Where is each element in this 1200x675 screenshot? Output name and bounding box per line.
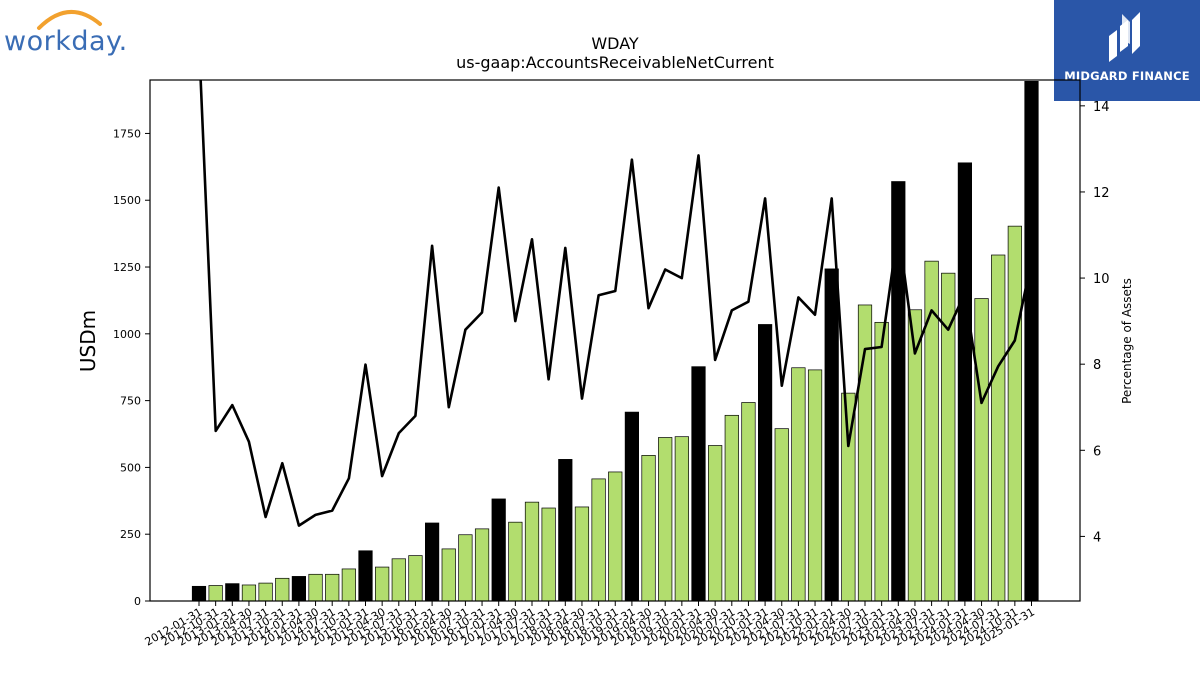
chart-title: WDAY	[591, 34, 639, 53]
bar-2013-10-31	[275, 577, 290, 601]
chart-subtitle: us-gaap:AccountsReceivableNetCurrent	[456, 53, 774, 72]
y2-tick-label: 10	[1093, 272, 1110, 287]
bar-2017-10-31	[541, 507, 556, 601]
y-tick-label: 750	[120, 395, 141, 408]
bar-2023-01-31	[891, 181, 906, 601]
bar-2012-01-31	[191, 585, 207, 601]
workday-logo: workday.	[4, 4, 144, 64]
bar-2015-07-31	[391, 558, 406, 601]
bar-2023-10-31	[941, 272, 956, 601]
bar-2015-01-31	[358, 550, 373, 601]
bar-2015-10-31	[408, 555, 423, 601]
bar-2013-01-31	[225, 583, 240, 601]
bar-2017-04-30	[508, 521, 523, 601]
y-tick-label: 1500	[113, 194, 141, 207]
y-axis-label: USDm	[76, 310, 100, 372]
bar-2017-07-31	[524, 501, 540, 601]
bar-2024-07-31	[991, 254, 1006, 601]
bar-2024-04-30	[974, 298, 989, 601]
bar-2016-07-31	[458, 534, 473, 601]
bar-2016-04-30	[441, 548, 456, 601]
bar-2018-07-31	[591, 478, 606, 601]
bar-2022-10-31	[874, 321, 889, 601]
bar-2015-04-30	[375, 566, 390, 601]
bar-2019-07-31	[658, 437, 673, 601]
midgard-finance-logo: MIDGARD FINANCE	[1054, 0, 1200, 101]
bar-2024-10-31	[1007, 225, 1022, 601]
bar-2018-04-30	[574, 506, 590, 601]
bar-2014-04-30	[308, 573, 323, 601]
y-tick-label: 500	[120, 461, 141, 474]
bar-2024-01-31	[957, 162, 973, 601]
line-layer	[199, 80, 1033, 527]
bar-2014-10-31	[341, 568, 356, 601]
bar-2021-07-31	[791, 367, 806, 601]
y2-axis-label: Percentage of Assets	[1120, 278, 1134, 404]
y-tick-label: 1250	[113, 261, 141, 274]
bar-2021-04-30	[774, 428, 789, 601]
y2-tick-label: 8	[1093, 358, 1101, 373]
bar-2021-01-31	[757, 324, 773, 601]
bar-2022-04-30	[841, 392, 856, 601]
bar-2020-01-31	[691, 366, 706, 601]
y-tick-label: 250	[120, 528, 141, 541]
bar-2023-04-30	[907, 309, 923, 601]
bar-2019-04-30	[641, 455, 656, 601]
bar-2020-10-31	[741, 402, 756, 601]
midgard-brand-text: MIDGARD FINANCE	[1064, 69, 1190, 83]
y-tick-label: 1750	[113, 127, 141, 140]
bar-2018-01-31	[558, 459, 573, 601]
bar-2018-10-31	[608, 471, 623, 601]
bar-2013-07-31	[258, 582, 273, 601]
bar-2016-01-31	[425, 522, 440, 601]
bar-2019-01-31	[624, 411, 640, 601]
midgard-m-icon	[1109, 12, 1140, 62]
workday-arc-icon	[37, 9, 102, 30]
percentage-line	[199, 80, 1033, 527]
bar-2017-01-31	[491, 498, 506, 601]
bar-2022-07-31	[857, 304, 873, 601]
bars-layer	[191, 80, 1039, 601]
y-tick-label: 1000	[113, 328, 141, 341]
bar-2013-04-30	[241, 584, 257, 601]
bar-2019-10-31	[674, 436, 689, 601]
axes-layer: 025050075010001250150017504681012142012-…	[113, 79, 1110, 649]
bar-2022-01-31	[824, 268, 839, 601]
bar-2020-04-30	[708, 445, 723, 601]
y-tick-label: 0	[134, 595, 141, 608]
bar-2012-10-31	[208, 585, 223, 601]
y2-tick-label: 12	[1093, 186, 1110, 201]
y2-tick-label: 6	[1093, 444, 1101, 459]
bar-2014-01-31	[291, 576, 306, 601]
workday-wordmark: workday.	[4, 26, 128, 57]
bar-2023-07-31	[924, 260, 939, 601]
y2-tick-label: 14	[1093, 100, 1110, 115]
bar-2014-07-31	[325, 573, 340, 601]
bar-2021-10-31	[807, 369, 823, 601]
bar-2016-10-31	[474, 528, 490, 601]
y2-tick-label: 4	[1093, 530, 1101, 545]
bar-2020-07-31	[724, 414, 739, 601]
bar-2025-01-31	[1024, 80, 1039, 601]
